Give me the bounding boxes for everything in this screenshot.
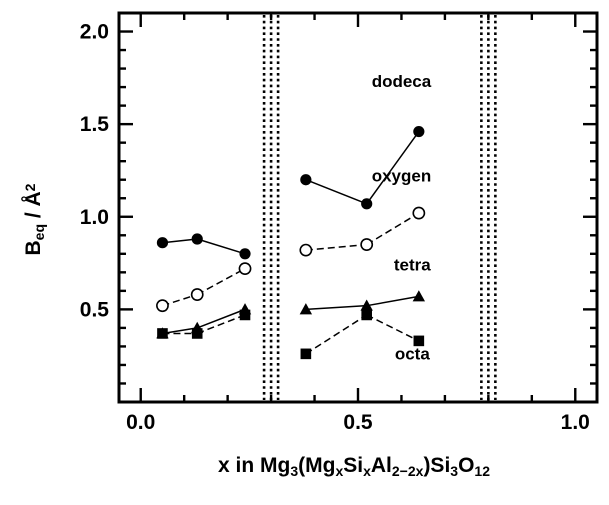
series-line-oxygen <box>366 212 420 246</box>
plot-frame <box>117 11 599 404</box>
data-point-dodeca <box>191 233 203 245</box>
phase-boundary <box>262 15 280 400</box>
series-line-octa <box>196 314 246 335</box>
tick-marks <box>119 13 597 402</box>
series-line-octa <box>366 314 420 342</box>
x-tick-label-0-5: 0.5 <box>343 411 373 434</box>
data-point-oxygen <box>299 243 313 257</box>
series-markers <box>156 125 426 360</box>
data-point-octa <box>413 335 425 347</box>
y-tick-label-1-0: 1.0 <box>80 206 109 229</box>
data-point-oxygen <box>238 262 252 276</box>
series-line-dodeca <box>162 238 198 244</box>
phase-boundaries <box>262 15 497 400</box>
x-tick-label-0-0: 0.0 <box>126 411 155 434</box>
series-line-oxygen <box>196 267 246 296</box>
series-labels: dodeca oxygen tetra octa <box>372 72 432 363</box>
y-axis-title: Beq / Å2 <box>21 183 47 255</box>
series-label-tetra: tetra <box>394 255 431 274</box>
data-point-octa <box>157 328 168 339</box>
y-tick-label-0-5: 0.5 <box>80 298 110 321</box>
phase-boundary <box>480 15 497 400</box>
series-line-dodeca <box>305 179 367 205</box>
axes <box>117 11 599 404</box>
series-label-dodeca: dodeca <box>372 72 432 91</box>
data-point-dodeca <box>239 248 251 260</box>
data-point-dodeca <box>156 237 169 249</box>
series-line-tetra <box>305 304 367 311</box>
data-point-oxygen <box>412 206 426 220</box>
series-line-dodeca <box>196 238 246 255</box>
data-point-octa <box>361 309 372 321</box>
series-line-tetra <box>162 327 198 335</box>
y-tick-label-2-0: 2.0 <box>80 21 109 44</box>
data-point-oxygen <box>156 299 169 313</box>
series-label-oxygen: oxygen <box>372 167 432 186</box>
data-point-dodeca <box>361 198 373 210</box>
x-tick-label-1-0: 1.0 <box>561 411 590 434</box>
series-line-tetra <box>196 308 246 329</box>
x-axis-title: x in Mg3(MgxSixAl2−2x)Si3O12 <box>218 454 490 479</box>
data-point-octa <box>191 328 203 339</box>
y-tick-label-1-5: 1.5 <box>80 113 110 136</box>
data-point-dodeca <box>413 125 425 138</box>
data-point-octa <box>239 309 251 321</box>
series-line-oxygen <box>305 243 367 251</box>
data-point-tetra <box>360 299 373 311</box>
data-point-dodeca <box>300 174 312 186</box>
data-point-tetra <box>299 303 313 315</box>
data-point-oxygen <box>190 288 204 301</box>
series-line-dodeca <box>366 131 420 205</box>
tick-labels: 0.0 0.5 1.0 0.5 1.0 1.5 2.0 <box>80 21 590 434</box>
data-point-tetra <box>412 290 426 302</box>
series-line-octa <box>305 314 368 355</box>
data-point-octa <box>300 348 312 360</box>
data-point-oxygen <box>360 238 374 251</box>
series-line-tetra <box>366 295 419 307</box>
series-label-octa: octa <box>395 344 431 363</box>
